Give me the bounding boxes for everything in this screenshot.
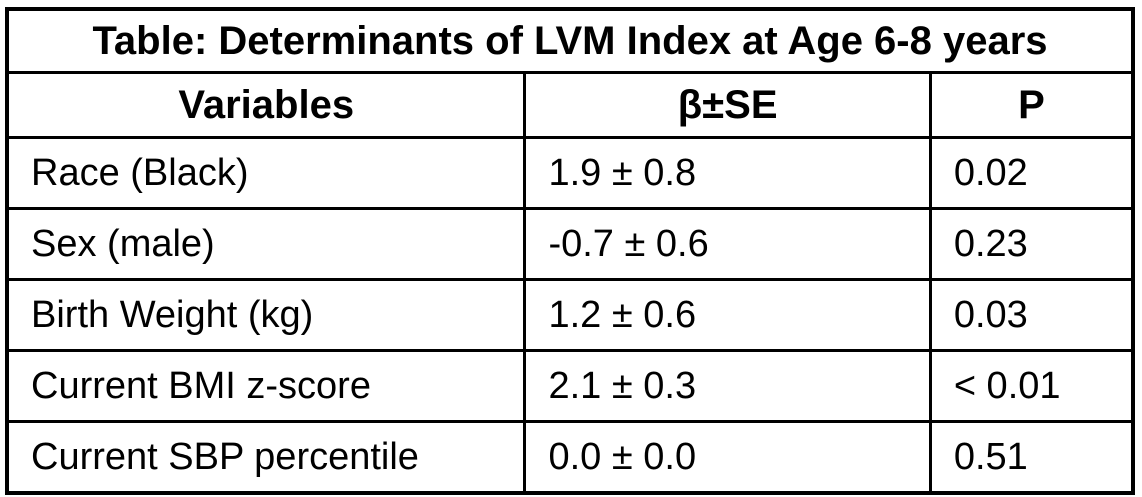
cell-beta-se: 0.0 ± 0.0 [523, 420, 932, 495]
cell-beta-se: 1.9 ± 0.8 [523, 136, 932, 210]
cell-variable: Sex (male) [5, 207, 527, 281]
table-row-sbp-percentile: Current SBP percentile 0.0 ± 0.0 0.51 [5, 420, 1135, 495]
cell-p-value: 0.23 [928, 207, 1135, 281]
cell-p-value: 0.51 [928, 420, 1135, 495]
table-header-row: Variables β±SE P [5, 71, 1135, 139]
cell-variable: Birth Weight (kg) [5, 278, 527, 352]
cell-beta-se: -0.7 ± 0.6 [523, 207, 932, 281]
cell-p-value: 0.02 [928, 136, 1135, 210]
table-row-birth-weight: Birth Weight (kg) 1.2 ± 0.6 0.03 [5, 278, 1135, 352]
cell-beta-se: 1.2 ± 0.6 [523, 278, 932, 352]
table-title: Table: Determinants of LVM Index at Age … [5, 7, 1135, 74]
lvm-determinants-table: Table: Determinants of LVM Index at Age … [5, 7, 1135, 495]
cell-beta-se: 2.1 ± 0.3 [523, 349, 932, 423]
table-row-sex: Sex (male) -0.7 ± 0.6 0.23 [5, 207, 1135, 281]
table-title-row: Table: Determinants of LVM Index at Age … [5, 7, 1135, 74]
table-row-race: Race (Black) 1.9 ± 0.8 0.02 [5, 136, 1135, 210]
lvm-table-container: Table: Determinants of LVM Index at Age … [5, 7, 1135, 495]
column-header-variables: Variables [5, 71, 527, 139]
table-row-bmi-z-score: Current BMI z-score 2.1 ± 0.3 < 0.01 [5, 349, 1135, 423]
cell-variable: Current SBP percentile [5, 420, 527, 495]
cell-variable: Race (Black) [5, 136, 527, 210]
cell-p-value: 0.03 [928, 278, 1135, 352]
cell-p-value: < 0.01 [928, 349, 1135, 423]
column-header-beta-se: β±SE [523, 71, 932, 139]
column-header-p: P [928, 71, 1135, 139]
cell-variable: Current BMI z-score [5, 349, 527, 423]
